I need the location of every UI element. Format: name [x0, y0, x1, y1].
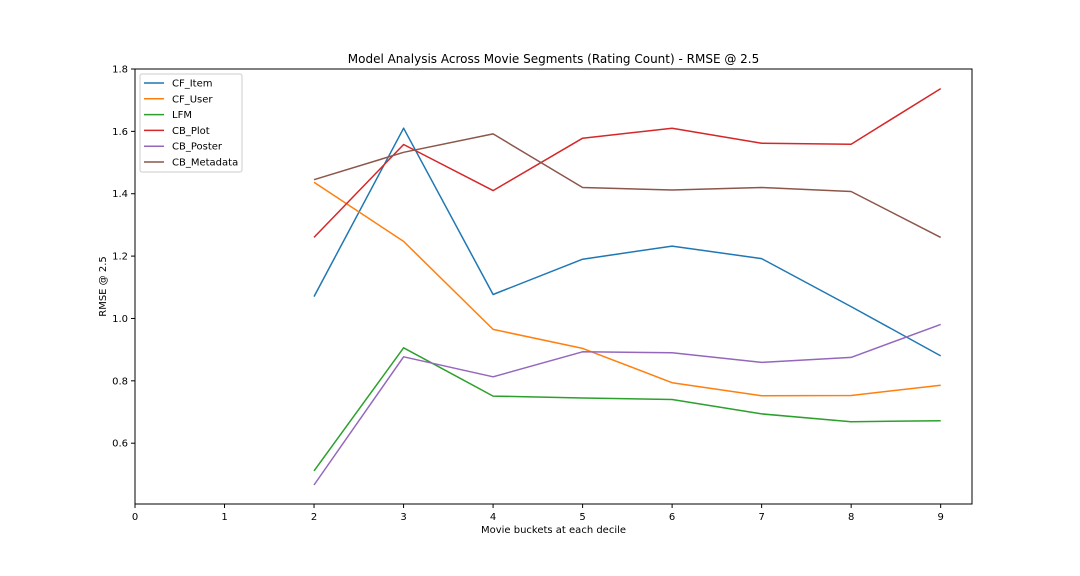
x-tick-label: 8: [848, 512, 854, 523]
legend-label: CF_User: [172, 94, 213, 105]
series-line-lfm: [313, 347, 941, 472]
chart-title: Model Analysis Across Movie Segments (Ra…: [348, 52, 760, 66]
legend-label: CF_Item: [172, 79, 213, 90]
y-axis-label: RMSE @ 2.5: [98, 256, 109, 317]
x-tick-label: 9: [937, 512, 943, 523]
series-line-cb-poster: [313, 323, 941, 486]
x-tick-label: 4: [490, 512, 496, 523]
x-tick-label: 2: [311, 512, 317, 523]
x-tick-label: 5: [579, 512, 585, 523]
y-tick-label: 1.0: [112, 314, 128, 325]
legend-box: [139, 73, 243, 173]
x-axis: 0 1 2 3 4 5 6 7 8 9: [132, 504, 944, 523]
y-tick-label: 1.2: [112, 252, 128, 263]
legend-label: CB_Plot: [172, 126, 210, 137]
x-axis-label: Movie buckets at each decile: [481, 525, 626, 536]
series-line-cb-metadata: [313, 133, 942, 239]
legend-label: CB_Poster: [172, 142, 223, 153]
series-line-cf-user: [313, 181, 941, 397]
x-tick-label: 3: [400, 512, 406, 523]
y-tick-label: 1.6: [112, 127, 128, 138]
legend: CF_Item CF_User LFM CB_Plot CB_Poster CB_Meta…: [139, 73, 243, 173]
legend-label: CB_Metadata: [172, 158, 238, 169]
x-tick-label: 7: [758, 512, 764, 523]
series-line-cf-item: [313, 127, 942, 357]
y-tick-label: 1.4: [112, 189, 128, 200]
plot-area: [135, 69, 972, 504]
x-tick-label: 6: [669, 512, 675, 523]
y-tick-label: 0.6: [112, 439, 128, 450]
y-tick-label: 0.8: [112, 376, 128, 387]
legend-label: LFM: [172, 110, 192, 121]
x-tick-label: 0: [132, 512, 138, 523]
y-tick-label: 1.8: [112, 65, 128, 76]
series-line-cb-plot: [313, 87, 942, 238]
plot-frame: [134, 68, 973, 505]
y-axis: 0.6 0.8 1.0 1.2 1.4 1.6 1.8: [112, 65, 135, 450]
x-tick-label: 1: [221, 512, 227, 523]
series-layer: [313, 87, 942, 486]
